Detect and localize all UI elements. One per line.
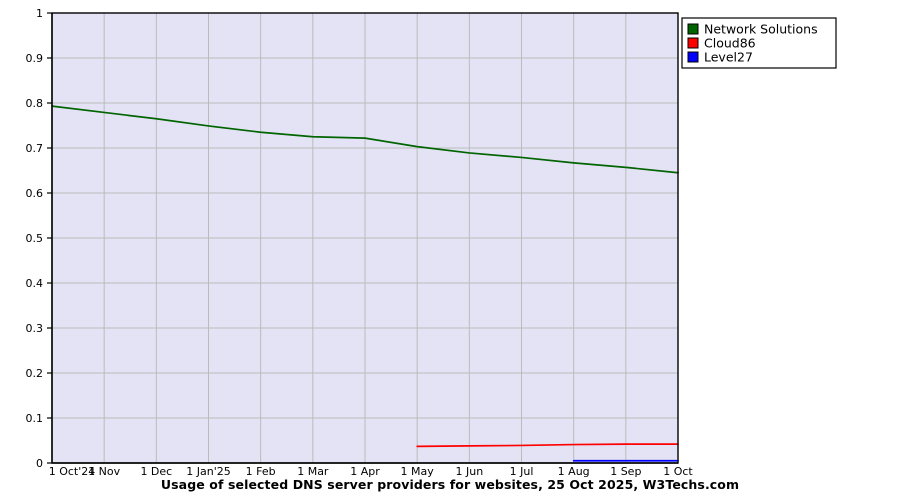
legend-swatch-icon (687, 23, 699, 35)
y-axis: 0 0.1 0.2 0.3 0.4 0.5 0.6 0.7 0.8 0.9 1 (26, 7, 53, 470)
x-axis-tick-label: 1 Oct'24 (49, 465, 96, 478)
legend-swatch-icon (687, 51, 699, 63)
y-axis-tick-label: 0.7 (26, 142, 44, 155)
legend-item-label: Level27 (704, 50, 753, 65)
y-axis-tick-label: 0.4 (26, 277, 44, 290)
x-axis: 1 Oct'241 Nov 1 Dec 1 Jan'25 1 Feb 1 Mar 1 Ap… (49, 462, 693, 478)
x-axis-tick-label: 1 Jul (510, 465, 534, 478)
x-axis-tick-label: 1 Apr (350, 465, 380, 478)
x-axis-tick-label: 1 Nov (88, 465, 120, 478)
x-axis-tick-label: 1 Feb (246, 465, 276, 478)
legend-swatch-icon (687, 37, 699, 49)
x-axis-tick-label: 1 Jun (455, 465, 483, 478)
y-axis-tick-label: 0.3 (26, 322, 44, 335)
legend-item-label: Cloud86 (704, 36, 756, 51)
y-axis-tick-label: 0 (36, 457, 43, 470)
x-axis-tick-label: 1 Mar (297, 465, 329, 478)
y-axis-tick-label: 0.6 (26, 187, 44, 200)
gridlines (52, 13, 679, 463)
y-axis-tick-label: 0.8 (26, 97, 44, 110)
series-line-network-solutions (51, 105, 679, 174)
y-axis-tick-label: 0.5 (26, 232, 44, 245)
x-axis-tick-label: 1 Sep (610, 465, 641, 478)
x-axis-tick-label: 1 May (401, 465, 435, 478)
y-axis-tick-label: 0.2 (26, 367, 44, 380)
legend-box (681, 17, 837, 69)
x-axis-tick-label: 1 Aug (558, 465, 590, 478)
y-axis-tick-label: 0.1 (26, 412, 44, 425)
legend-item-label: Network Solutions (704, 22, 818, 37)
series-lines (51, 105, 679, 462)
x-axis-tick-label: 1 Oct (663, 465, 693, 478)
y-axis-tick-label: 1 (36, 7, 43, 20)
y-axis-tick-label: 0.9 (26, 52, 44, 65)
x-axis-tick-label: 1 Dec (140, 465, 172, 478)
x-axis-tick-label: 1 Jan'25 (186, 465, 230, 478)
series-line-cloud86 (416, 443, 679, 448)
chart-caption: Usage of selected DNS server providers f… (160, 477, 740, 492)
